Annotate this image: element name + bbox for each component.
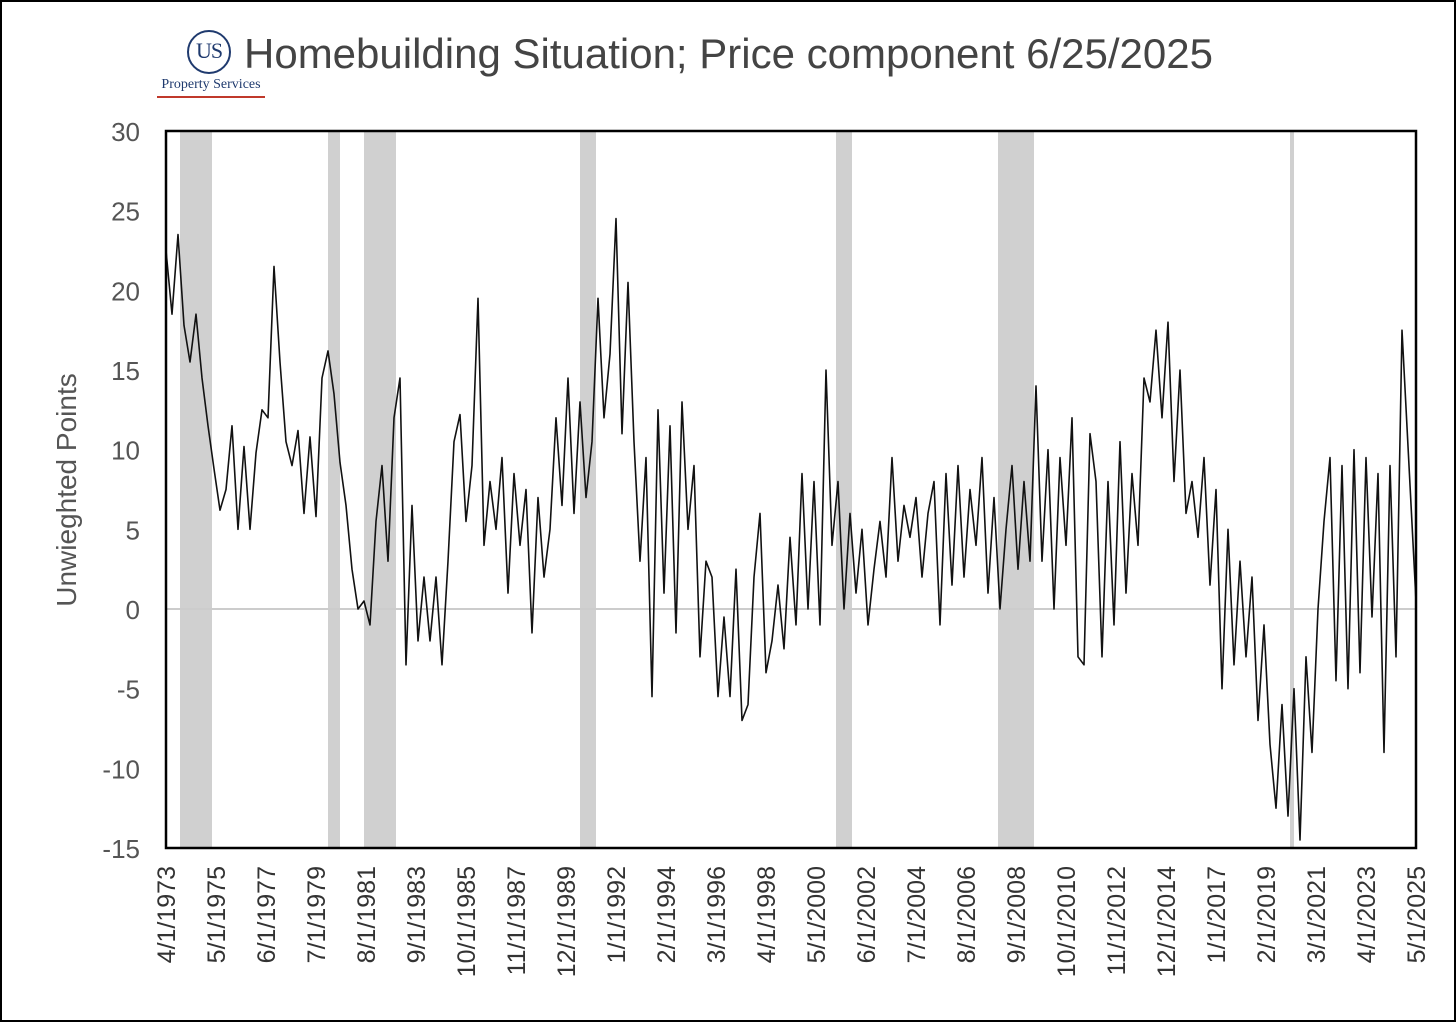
y-tick-label: 30	[111, 117, 140, 147]
x-tick-label: 7/1/1979	[303, 866, 331, 963]
series-group	[165, 217, 1417, 841]
x-tick-label: 2/1/1994	[653, 866, 681, 963]
x-tick-label: 9/1/1983	[403, 866, 431, 963]
x-tick-label: 7/1/2004	[903, 866, 931, 963]
x-tick-label: 12/1/2014	[1153, 866, 1181, 977]
y-tick-label: -10	[102, 754, 140, 784]
x-tick-label: 5/1/2000	[803, 866, 831, 963]
y-tick-label: 25	[111, 197, 140, 227]
x-tick-label: 12/1/1989	[553, 866, 581, 977]
x-tick-label: 6/1/2002	[853, 866, 881, 963]
x-tick-label: 4/1/1973	[153, 866, 181, 963]
recession-band	[180, 131, 212, 848]
recession-band	[580, 131, 596, 848]
x-tick-label: 3/1/1996	[703, 866, 731, 963]
x-tick-label: 3/1/2021	[1303, 866, 1331, 963]
y-tick-label: 5	[126, 515, 140, 545]
x-tick-label: 11/1/2012	[1103, 866, 1131, 975]
y-tick-label: 20	[111, 276, 140, 306]
y-axis: -15 -10 -5 0 5 10 15 20 25 30	[102, 117, 140, 864]
recession-band	[836, 131, 852, 848]
x-tick-label: 2/1/2019	[1253, 866, 1281, 963]
x-tick-label: 1/1/2017	[1203, 866, 1231, 963]
logo-circle	[187, 30, 231, 74]
x-tick-label: 11/1/1987	[503, 866, 531, 975]
recession-band	[1290, 131, 1294, 848]
recession-band	[998, 131, 1034, 848]
x-tick-label: 4/1/1998	[753, 866, 781, 963]
logo-company-name: Property Services	[161, 77, 261, 92]
x-tick-label: 6/1/1977	[253, 866, 281, 963]
y-tick-label: -5	[117, 675, 140, 705]
series-line	[165, 217, 1417, 841]
x-tick-label: 8/1/1981	[353, 866, 381, 963]
x-tick-label: 10/1/2010	[1053, 866, 1081, 977]
y-tick-label: 0	[126, 595, 140, 625]
y-tick-label: 10	[111, 436, 140, 466]
x-tick-label: 8/1/2006	[953, 866, 981, 963]
y-tick-label: -15	[102, 834, 140, 864]
y-axis-label: Unwieghted Points	[51, 373, 82, 607]
recession-band	[328, 131, 340, 848]
x-tick-label: 5/1/2025	[1403, 866, 1431, 963]
company-logo: US Property Services	[155, 30, 267, 100]
y-tick-label: 15	[111, 356, 140, 386]
plot-area	[164, 129, 1418, 850]
chart-title: Homebuilding Situation; Price component …	[244, 30, 1213, 77]
x-tick-label: 5/1/1975	[203, 866, 231, 963]
logo-letters: US	[195, 38, 223, 63]
x-tick-label: 10/1/1985	[453, 866, 481, 977]
x-tick-label: 9/1/2008	[1003, 866, 1031, 963]
x-axis: 4/1/1973 5/1/1975 6/1/1977 7/1/1979 8/1/1981…	[153, 866, 1431, 977]
x-tick-label: 1/1/1992	[603, 866, 631, 963]
recession-bands	[180, 131, 1294, 848]
logo-underline	[157, 96, 265, 98]
x-tick-label: 4/1/2023	[1353, 866, 1381, 963]
